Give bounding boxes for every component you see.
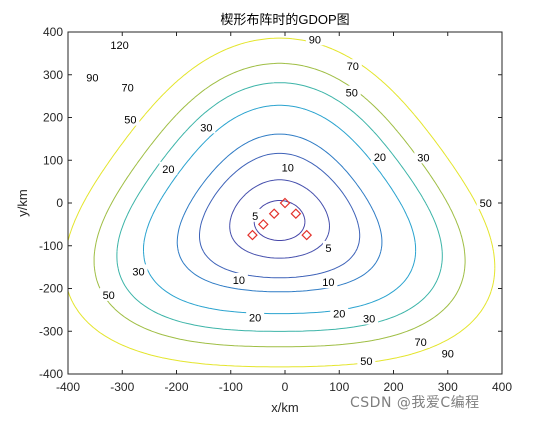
contour-label-bg (370, 149, 389, 163)
contour-label: 70 (347, 61, 359, 73)
contour-label-bg (121, 112, 140, 126)
contour-label: 120 (110, 40, 128, 52)
contour-label-bg (118, 80, 137, 94)
station-markers (247, 197, 313, 241)
x-axis-label: x/km (271, 400, 298, 415)
x-tick-label: 0 (282, 380, 289, 394)
y-tick-label: 200 (43, 111, 63, 125)
y-tick-label: 100 (43, 153, 63, 167)
contour-label-bg (107, 37, 133, 51)
contour-label: 50 (360, 356, 372, 368)
x-tick-label: -100 (219, 380, 243, 394)
station-marker (247, 229, 258, 241)
contour-label: 30 (132, 266, 144, 278)
contour-label-bg (249, 208, 261, 222)
contour-label: 50 (346, 88, 358, 100)
station-marker (257, 219, 269, 230)
contour-label: 90 (86, 73, 98, 85)
contour-label-bg (246, 310, 265, 324)
contour-label: 90 (442, 348, 454, 360)
y-tick-label: -300 (39, 324, 63, 338)
contour-label: 5 (325, 243, 331, 255)
contour-30 (176, 133, 383, 293)
contour-20 (199, 152, 361, 279)
y-tick-label: 0 (56, 196, 63, 210)
contour-label: 30 (417, 152, 429, 164)
y-tick-label: -100 (39, 239, 63, 253)
contour-label: 10 (233, 275, 245, 287)
contour-label-bg (305, 32, 324, 46)
contour-label-bg (229, 272, 248, 286)
x-tick-label: 400 (492, 380, 512, 394)
x-tick-label: 100 (329, 380, 349, 394)
y-tick-label: -400 (39, 367, 63, 381)
contour-label-bg (278, 160, 297, 174)
station-marker (290, 208, 302, 220)
contour-label: 50 (124, 115, 136, 127)
station-marker (279, 197, 291, 209)
contour-label-bg (360, 311, 379, 325)
contour-label-bg (129, 264, 148, 278)
contour-label: 90 (309, 34, 321, 46)
contour-label: 20 (374, 152, 386, 164)
contour-label-bg (438, 346, 457, 360)
contour-label: 20 (249, 313, 261, 325)
contour-label-bg (414, 150, 433, 164)
contour-label-bg (357, 354, 376, 368)
contour-label-bg (343, 59, 362, 73)
contour-label-bg (319, 275, 338, 289)
chart-title: 楔形布阵时的GDOP图 (220, 12, 349, 27)
contour-label: 50 (103, 290, 115, 302)
contour-label-bg (476, 196, 495, 209)
y-tick-label: -200 (39, 282, 63, 296)
contour-label: 10 (322, 277, 334, 289)
contour-label: 70 (122, 83, 134, 95)
x-tick-label: -400 (56, 380, 80, 394)
x-axis-ticks: -400 -300 -200 -100 0 100 200 300 400 (56, 32, 512, 394)
x-tick-label: -200 (164, 380, 188, 394)
y-axis-ticks: -400 -300 -200 -100 0 100 200 300 400 (39, 25, 502, 381)
contour-label-bg (342, 85, 361, 99)
x-tick-label: 200 (383, 380, 403, 394)
contour-label-bg (330, 306, 349, 320)
x-tick-label: 300 (438, 380, 458, 394)
contour-label-bg (411, 334, 430, 348)
y-axis-label: y/km (15, 189, 30, 216)
contour-label: 70 (415, 337, 427, 349)
station-marker (268, 208, 280, 220)
contour-label-bg (83, 70, 102, 84)
station-marker (301, 229, 313, 241)
contour-label: 5 (252, 211, 258, 223)
contour-labels: 5 5 10 10 10 20 20 20 20 30 30 30 30 50 50 50 50 50 70 70 70… (83, 32, 495, 368)
y-tick-label: 400 (43, 25, 63, 39)
contour-label: 20 (333, 308, 345, 320)
contour-label-bg (99, 287, 118, 301)
contour-label: 20 (162, 164, 174, 176)
x-tick-label: -300 (110, 380, 134, 394)
y-tick-label: 300 (43, 68, 63, 82)
contour-70 (116, 82, 443, 332)
contour-label: 30 (200, 122, 212, 134)
contour-label-bg (159, 161, 178, 175)
csdn-watermark: CSDN @我爱C编程 (350, 395, 480, 411)
contour-label-bg (322, 240, 334, 254)
contour-label-bg (197, 120, 216, 134)
contour-50 (143, 104, 417, 315)
contour-label: 10 (282, 163, 294, 175)
contour-90 (93, 62, 466, 348)
contour-label: 50 (480, 198, 492, 210)
contour-label: 30 (363, 313, 375, 325)
